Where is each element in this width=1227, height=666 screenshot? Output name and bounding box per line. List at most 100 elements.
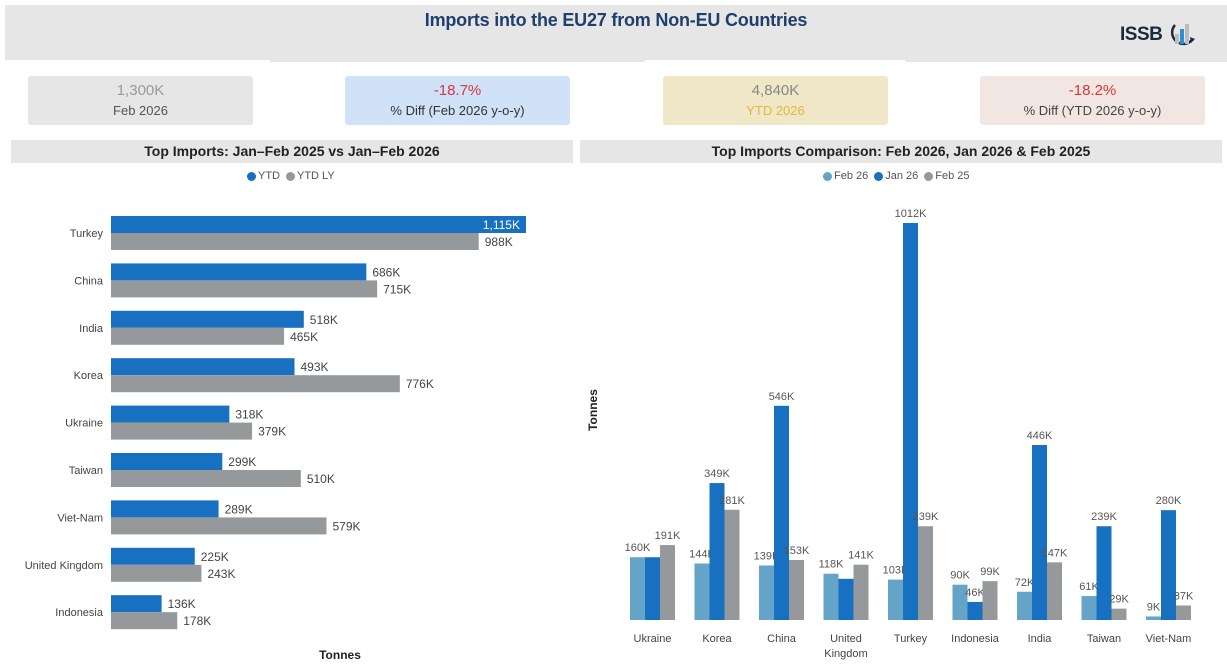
legend-item-ytd[interactable]: YTD <box>247 170 280 182</box>
legend-item-feb-26[interactable]: Feb 26 <box>823 170 868 182</box>
data-label: 141K <box>848 550 874 562</box>
category-label: Ukraine <box>65 418 103 430</box>
right-chart-legend: Feb 26 Jan 26 Feb 25 <box>823 170 970 182</box>
bar-feb-26 <box>952 584 968 620</box>
bar-feb-25 <box>789 559 804 620</box>
legend-label: YTD <box>258 170 280 182</box>
data-label: 46K <box>965 587 985 599</box>
bar-ytd <box>111 216 526 233</box>
kpi-label: YTD 2026 <box>746 103 805 118</box>
kpi-label: % Diff (Feb 2026 y-o-y) <box>390 103 525 118</box>
bar-ytd-ly <box>111 280 378 298</box>
data-label: 144K <box>689 549 715 561</box>
bar-feb-26 <box>1081 596 1097 620</box>
data-label: 72K <box>1015 577 1035 589</box>
bar-feb-25 <box>918 526 933 620</box>
kpi-label: Feb 2026 <box>113 103 168 118</box>
kpi-card-feb-diff: -18.7% % Diff (Feb 2026 y-o-y) <box>345 76 570 125</box>
page-title: Imports into the EU27 from Non-EU Countr… <box>424 10 808 30</box>
x-axis-title: Tonnes <box>319 648 361 662</box>
bar-jan-26 <box>838 578 854 620</box>
legend-label: YTD LY <box>297 170 335 182</box>
bar-feb-25 <box>1111 608 1127 620</box>
category-label: Ukraine <box>634 633 672 645</box>
bar-chart-cycle-icon <box>1171 24 1196 46</box>
data-label: 465K <box>290 330 318 344</box>
data-label: 280K <box>1156 495 1182 507</box>
data-label: 715K <box>383 282 411 296</box>
issb-logo: ISSB <box>1120 20 1196 50</box>
data-label: 9K <box>1147 601 1161 613</box>
data-label: 493K <box>300 360 328 374</box>
kpi-label: % Diff (YTD 2026 y-o-y) <box>1023 103 1162 118</box>
bar-ytd <box>111 263 367 281</box>
right-chart-title: Top Imports Comparison: Feb 2026, Jan 20… <box>580 140 1222 163</box>
data-label: 136K <box>168 597 196 611</box>
category-label: Taiwan <box>69 465 103 477</box>
bar-ytd <box>111 595 162 613</box>
kpi-card-ytd-2026: 4,840K YTD 2026 <box>663 76 888 125</box>
legend-label: Jan 26 <box>885 170 919 182</box>
category-label: Viet-Nam <box>57 512 103 524</box>
category-label: Korea <box>74 370 104 382</box>
data-label: 510K <box>307 472 335 486</box>
data-label: 1,115K <box>483 218 520 232</box>
bar-ytd-ly <box>111 564 202 582</box>
horizontal-bar-chart: Turkey 1,115K 988K China 686K 715K India 518K 46… <box>25 216 526 662</box>
data-label: 776K <box>406 377 434 391</box>
category-label: India <box>79 323 104 335</box>
bar-feb-26 <box>759 565 774 620</box>
legend-item-jan-26[interactable]: Jan 26 <box>874 170 918 182</box>
bar-jan-26 <box>774 405 789 620</box>
data-label: 118K <box>819 559 845 571</box>
bar-ytd-ly <box>111 470 301 487</box>
header-divider <box>270 58 645 62</box>
data-label: 988K <box>485 235 513 249</box>
bar-ytd-ly <box>111 517 327 535</box>
data-label: 243K <box>207 567 235 581</box>
data-label: 446K <box>1027 430 1053 442</box>
bar-ytd-ly <box>111 375 400 393</box>
legend-item-ytd-ly[interactable]: YTD LY <box>286 170 335 182</box>
bar-ytd <box>111 310 304 328</box>
bar-feb-26 <box>888 579 903 620</box>
data-label: 147K <box>1042 547 1068 559</box>
data-label: 225K <box>201 550 229 564</box>
logo-text: ISSB <box>1120 24 1163 45</box>
bar-feb-25 <box>1176 605 1191 620</box>
category-label: India <box>1028 633 1053 645</box>
category-label: Viet-Nam <box>1146 633 1192 645</box>
category-label: China <box>74 275 104 287</box>
category-label: Indonesia <box>951 633 1000 645</box>
left-chart-title: Top Imports: Jan–Feb 2025 vs Jan–Feb 202… <box>11 140 573 163</box>
bar-ytd <box>111 358 295 376</box>
category-label: United Kingdom <box>25 560 103 572</box>
data-label: 160K <box>625 542 651 554</box>
bar-jan-26 <box>1032 445 1047 620</box>
category-label: China <box>767 633 797 645</box>
data-label: 518K <box>310 313 338 327</box>
bar-feb-26 <box>630 557 645 620</box>
category-label: Indonesia <box>55 607 104 619</box>
legend-item-feb-25[interactable]: Feb 25 <box>924 170 970 182</box>
data-label: 37K <box>1174 590 1194 602</box>
data-label: 546K <box>769 391 795 403</box>
vertical-bar-chart: Tonnes 160K 191K Ukraine 144K 349K 281K Korea 13… <box>586 208 1194 660</box>
header-divider <box>905 58 1227 62</box>
data-label: 579K <box>333 519 361 533</box>
legend-label: Feb 25 <box>935 170 970 182</box>
data-label: 153K <box>784 545 810 557</box>
data-label: 349K <box>704 468 730 480</box>
bar-feb-26 <box>1017 591 1032 620</box>
bar-jan-26 <box>1096 526 1112 620</box>
data-label: 299K <box>228 455 256 469</box>
category-label: Turkey <box>70 228 104 240</box>
legend-dot-icon <box>286 171 295 181</box>
data-label: 61K <box>1079 581 1099 593</box>
data-label: 191K <box>655 530 681 542</box>
data-label: 281K <box>719 495 745 507</box>
data-label: 239K <box>1091 511 1117 523</box>
bar-ytd-ly <box>111 422 253 440</box>
bar-jan-26 <box>967 601 983 620</box>
data-label: 99K <box>980 566 1000 578</box>
